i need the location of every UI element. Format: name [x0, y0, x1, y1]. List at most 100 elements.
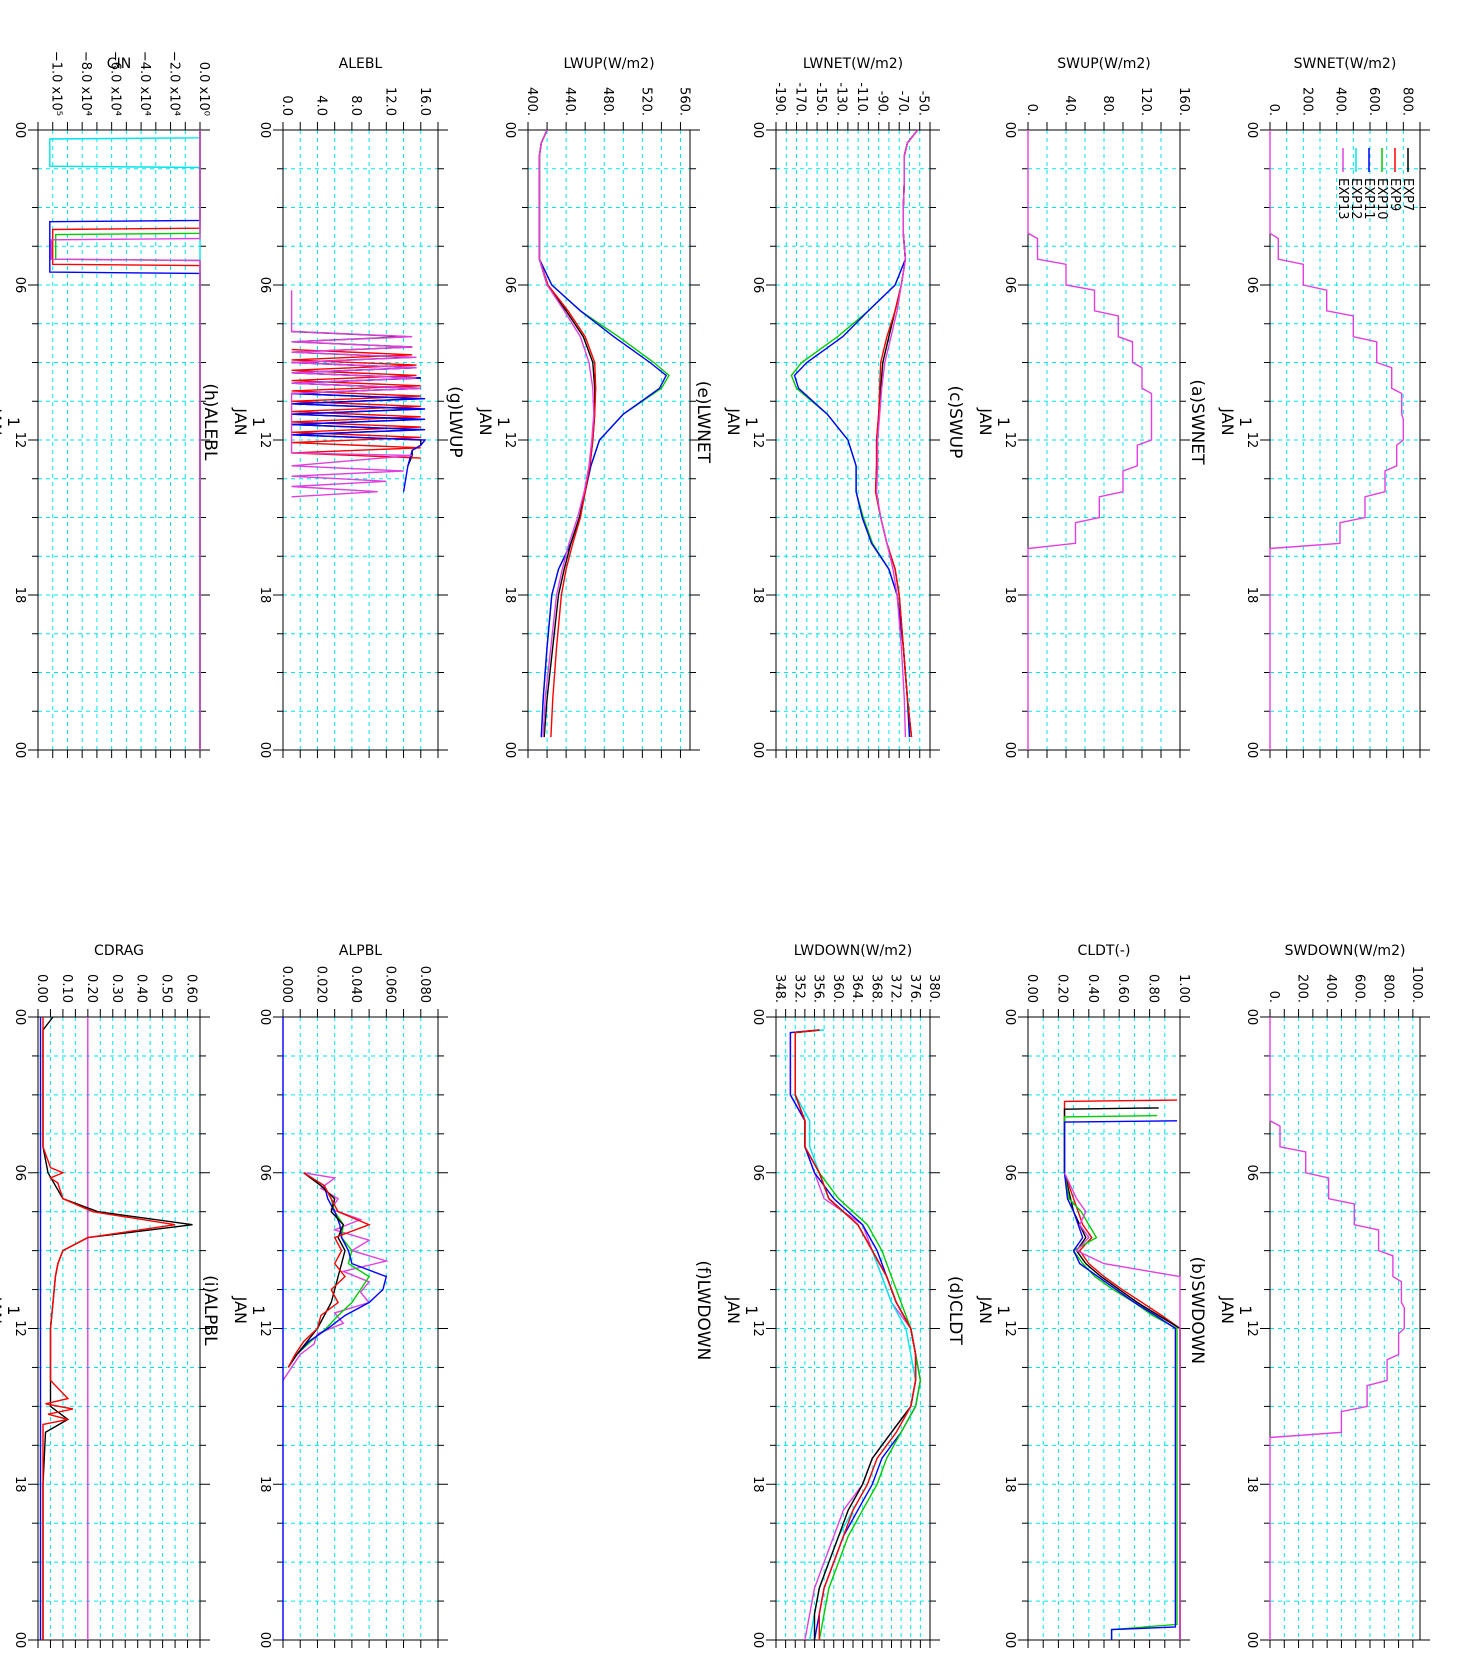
x-tick-label: 00	[750, 122, 765, 139]
y-tick-label: 0.20	[1054, 974, 1069, 1003]
y-tick-label: -70.	[895, 91, 910, 116]
y-tick-label: 560.	[676, 87, 691, 116]
panel-g: LWUP(W/m2)	[518, 56, 700, 758]
date-label-day: 1	[4, 1305, 23, 1315]
date-label-month: JAN	[724, 1296, 743, 1324]
series-line-d-2	[1063, 1114, 1178, 1640]
panel-title: (b)SWDOWN	[1187, 1257, 1207, 1365]
y-tick-label: 0.40	[1085, 974, 1100, 1003]
y-tick-label: 0.0	[279, 95, 294, 116]
series-line-f-5	[794, 1029, 917, 1640]
x-tick-label: 18	[750, 587, 765, 604]
y-tick-label: 200.	[1299, 87, 1314, 116]
x-tick-label: 00	[1244, 1009, 1259, 1026]
series-line-g-4	[538, 129, 595, 738]
panel-a: SWNET(W/m2)	[1260, 56, 1430, 758]
x-tick-label: 06	[1244, 1164, 1259, 1181]
x-tick-label: 18	[1244, 587, 1259, 604]
panel-k: CDRAG	[28, 943, 210, 1648]
y-tick-label: 0.20	[84, 974, 99, 1003]
y-axis-label: LWNET(W/m2)	[803, 56, 903, 72]
y-tick-label: 800.	[1380, 974, 1395, 1003]
x-tick-label: 18	[750, 1476, 765, 1493]
series-line-k-3	[42, 1017, 176, 1640]
series-line-d-0	[1063, 1099, 1181, 1640]
y-tick-label: 200.	[1295, 974, 1310, 1003]
panel-b: SWDOWN(W/m2)	[1260, 943, 1430, 1648]
x-tick-label: 06	[502, 277, 517, 294]
y-tick-label: 80.	[1100, 95, 1115, 116]
series-line-j-4	[50, 130, 201, 750]
series-line-h-3	[290, 290, 421, 498]
series-line-a-0	[1269, 130, 1405, 750]
date-label-month: JAN	[1218, 1296, 1237, 1324]
y-tick-label: 40.	[1062, 95, 1077, 116]
x-tick-label: 00	[1244, 122, 1259, 139]
x-tick-label: 00	[750, 1009, 765, 1026]
x-tick-label: 00	[1002, 122, 1017, 139]
y-tick-label: 360.	[830, 974, 845, 1003]
panel-i: ALPBL	[273, 943, 448, 1648]
x-tick-label: 00	[12, 1632, 27, 1649]
panel-h: ALEBL	[273, 56, 448, 758]
y-tick-label: −1.0 x10⁵	[49, 51, 64, 116]
legend-label: EXP13	[1335, 178, 1350, 220]
series-line-g-1	[538, 129, 668, 738]
x-tick-label: 12	[257, 432, 272, 449]
x-tick-label: 18	[1244, 1476, 1259, 1493]
date-label-day: 1	[994, 417, 1013, 427]
date-label-day: 1	[742, 417, 761, 427]
x-tick-label: 00	[12, 1009, 27, 1026]
y-tick-label: 1.00	[1176, 974, 1191, 1003]
y-tick-label: 600.	[1352, 974, 1367, 1003]
y-tick-label: 520.	[638, 87, 653, 116]
y-tick-label: 0.60	[1115, 974, 1130, 1003]
series-line-h-1	[291, 348, 421, 459]
x-tick-label: 00	[12, 742, 27, 759]
y-axis-label: LWUP(W/m2)	[563, 56, 654, 72]
panel-title: (h)ALEBL	[200, 383, 220, 461]
y-tick-label: 8.0	[348, 95, 363, 116]
y-axis-label: SWNET(W/m2)	[1294, 56, 1397, 72]
y-tick-label: 0.080	[417, 966, 432, 1003]
x-tick-label: 18	[257, 1476, 272, 1493]
date-label-month: JAN	[231, 407, 250, 435]
x-tick-label: 00	[502, 122, 517, 139]
y-tick-label: 0.040	[348, 966, 363, 1003]
date-label-month: JAN	[476, 407, 495, 435]
y-tick-label: -130.	[834, 82, 849, 116]
y-axis-label: ALEBL	[339, 56, 383, 72]
x-tick-label: 00	[257, 122, 272, 139]
x-tick-label: 12	[1002, 432, 1017, 449]
x-tick-label: 00	[1002, 1632, 1017, 1649]
y-tick-label: 600.	[1366, 87, 1381, 116]
date-label-day: 1	[249, 1305, 268, 1315]
date-label-month: JAN	[231, 1296, 250, 1324]
x-tick-label: 12	[750, 1320, 765, 1337]
x-tick-label: 18	[12, 1476, 27, 1493]
legend-label: EXP9	[1387, 178, 1402, 211]
y-tick-label: 0.020	[313, 966, 328, 1003]
y-tick-label: 480.	[600, 87, 615, 116]
series-line-i-2	[287, 1172, 388, 1368]
series-line-f-1	[794, 1029, 917, 1641]
legend-label: EXP12	[1348, 178, 1363, 220]
x-tick-label: 12	[1244, 1320, 1259, 1337]
series-line-d-4	[1063, 1172, 1181, 1640]
series-line-i-4	[287, 1172, 371, 1368]
panel-title: (a)SWNET	[1187, 379, 1207, 465]
date-label-day: 1	[1236, 1305, 1255, 1315]
x-tick-label: 06	[750, 1164, 765, 1181]
y-tick-label: 1000.	[1409, 966, 1424, 1003]
panel-d: CLDT(-)	[1018, 943, 1190, 1648]
series-line-d-3	[1063, 1120, 1178, 1640]
date-label-month: JAN	[976, 407, 995, 435]
date-label-day: 1	[494, 417, 513, 427]
series-line-d-1	[1063, 1107, 1181, 1640]
date-label-day: 1	[994, 1305, 1013, 1315]
y-tick-label: 0.	[1266, 991, 1281, 1003]
y-tick-label: −8.0 x10⁴	[78, 51, 93, 116]
y-tick-label: 0.10	[59, 974, 74, 1003]
x-tick-label: 12	[12, 432, 27, 449]
x-tick-label: 06	[1002, 1164, 1017, 1181]
